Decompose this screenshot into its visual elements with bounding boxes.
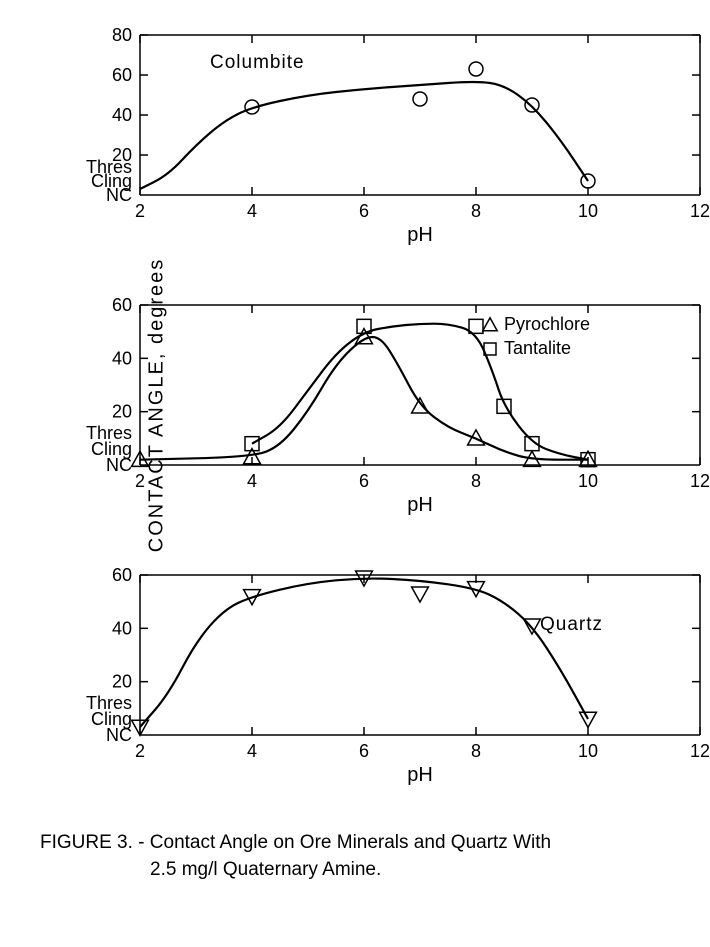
svg-text:60: 60	[112, 295, 132, 315]
svg-text:2: 2	[135, 741, 145, 761]
svg-text:40: 40	[112, 348, 132, 368]
svg-text:10: 10	[578, 471, 598, 491]
panel-label: Columbite	[210, 52, 305, 73]
svg-text:6: 6	[359, 201, 369, 221]
svg-text:20: 20	[112, 672, 132, 692]
svg-text:6: 6	[359, 471, 369, 491]
svg-text:12: 12	[690, 471, 710, 491]
panel-label: Quartz	[540, 614, 603, 635]
svg-text:8: 8	[471, 741, 481, 761]
svg-text:40: 40	[112, 618, 132, 638]
svg-text:12: 12	[690, 741, 710, 761]
svg-text:8: 8	[471, 471, 481, 491]
chart-columbite: 24681012pH20406080NCClingThresColumbite	[70, 20, 710, 250]
svg-text:4: 4	[247, 201, 257, 221]
figure-caption: FIGURE 3. - Contact Angle on Ore Mineral…	[20, 830, 690, 883]
panel-quartz: 24681012pH204060NCClingThresQuartz	[70, 560, 690, 790]
legend-label: Tantalite	[504, 338, 571, 358]
chart-quartz: 24681012pH204060NCClingThresQuartz	[70, 560, 710, 790]
svg-text:Thres: Thres	[86, 157, 132, 177]
svg-text:10: 10	[578, 201, 598, 221]
svg-text:12: 12	[690, 201, 710, 221]
legend-label: Pyrochlore	[504, 314, 590, 334]
svg-text:8: 8	[471, 201, 481, 221]
caption-line-1: FIGURE 3. - Contact Angle on Ore Mineral…	[40, 830, 680, 857]
svg-text:pH: pH	[407, 494, 433, 516]
svg-text:2: 2	[135, 201, 145, 221]
caption-line-2: 2.5 mg/l Quaternary Amine.	[40, 857, 680, 884]
figure-container: CONTACT ANGLE, degrees 24681012pH2040608…	[20, 20, 690, 790]
svg-text:pH: pH	[407, 764, 433, 786]
svg-text:2: 2	[135, 471, 145, 491]
svg-text:Thres: Thres	[86, 423, 132, 443]
curve-columbite	[140, 82, 588, 189]
svg-text:4: 4	[247, 741, 257, 761]
panel-columbite: 24681012pH20406080NCClingThresColumbite	[70, 20, 690, 250]
svg-text:4: 4	[247, 471, 257, 491]
svg-text:Thres: Thres	[86, 693, 132, 713]
svg-text:6: 6	[359, 741, 369, 761]
curve-quartz	[140, 579, 588, 727]
svg-text:80: 80	[112, 25, 132, 45]
svg-text:10: 10	[578, 741, 598, 761]
svg-text:60: 60	[112, 565, 132, 585]
svg-text:60: 60	[112, 65, 132, 85]
svg-text:pH: pH	[407, 224, 433, 246]
svg-text:20: 20	[112, 402, 132, 422]
y-axis-label: CONTACT ANGLE, degrees	[146, 258, 169, 552]
svg-text:40: 40	[112, 105, 132, 125]
